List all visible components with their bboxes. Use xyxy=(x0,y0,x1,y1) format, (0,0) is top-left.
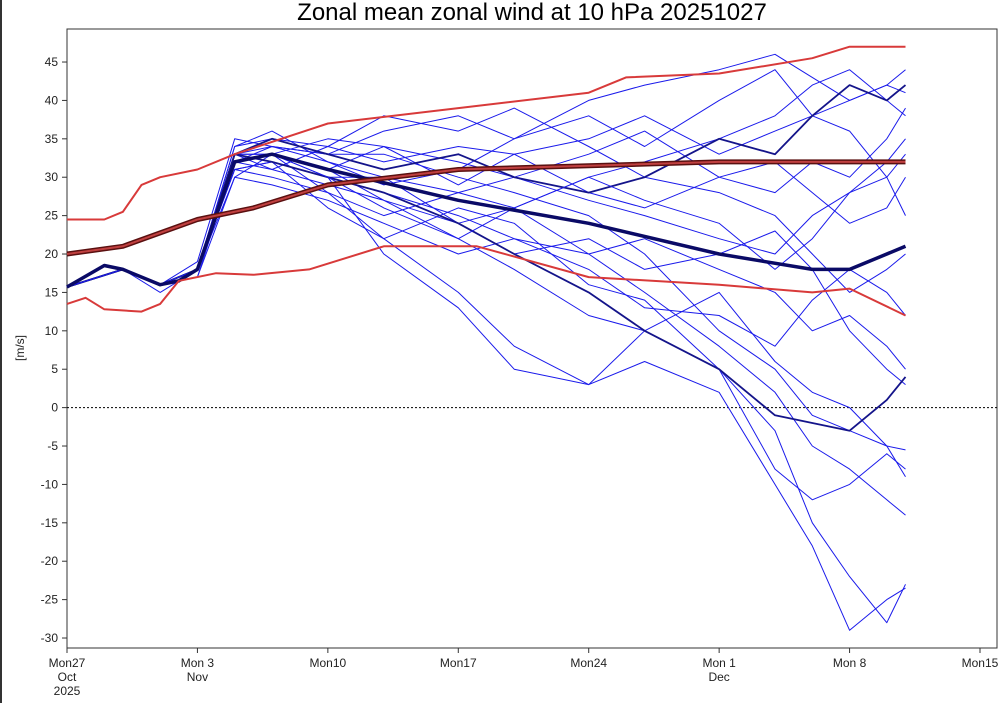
x-tick-label: Oct xyxy=(58,670,77,684)
climatology-lower-line xyxy=(66,245,906,317)
y-tick-label: -25 xyxy=(41,593,59,607)
y-tick-label: 40 xyxy=(45,93,59,107)
y-tick-label: 5 xyxy=(51,362,58,376)
x-tick-label: Mon27 xyxy=(49,656,86,670)
x-tick-label: Mon 1 xyxy=(702,656,736,670)
climatology-mean-line xyxy=(66,160,906,255)
y-tick-label: 15 xyxy=(45,285,59,299)
ensemble-mean-line xyxy=(66,152,907,289)
x-tick-label: Mon24 xyxy=(570,656,607,670)
x-tick-label: 2025 xyxy=(54,684,81,698)
x-tick-label: Mon10 xyxy=(310,656,347,670)
chart-title: Zonal mean zonal wind at 10 hPa 20251027 xyxy=(297,0,767,26)
x-tick-label: Dec xyxy=(708,670,729,684)
climatology-upper-line xyxy=(67,45,906,221)
y-tick-label: 0 xyxy=(51,401,58,415)
plot-frame xyxy=(66,28,998,649)
y-tick-label: 25 xyxy=(45,209,59,223)
y-axis-label: [m/s] xyxy=(13,335,27,361)
y-tick-label: 30 xyxy=(45,170,59,184)
y-tick-label: -10 xyxy=(41,477,59,491)
y-tick-label: 10 xyxy=(45,324,59,338)
x-tick-label: Mon17 xyxy=(440,656,477,670)
y-tick-label: -30 xyxy=(41,631,59,645)
x-tick-label: Mon 3 xyxy=(181,656,215,670)
x-tick-label: Mon 8 xyxy=(833,656,867,670)
y-tick-label: 45 xyxy=(45,55,59,69)
x-tick-label: Nov xyxy=(187,670,208,684)
plot-area: 45 40 35 30 25 20 15 10 5 0 -5 -10 -15 -20 -25 -30 Mon27… xyxy=(41,28,999,698)
y-tick-label: -15 xyxy=(41,516,59,530)
y-tick-label: 20 xyxy=(45,247,59,261)
x-tick-label: Mon15 xyxy=(962,656,999,670)
y-tick-label: -20 xyxy=(41,554,59,568)
y-tick-label: -5 xyxy=(47,439,58,453)
y-tick-label: 35 xyxy=(45,132,59,146)
